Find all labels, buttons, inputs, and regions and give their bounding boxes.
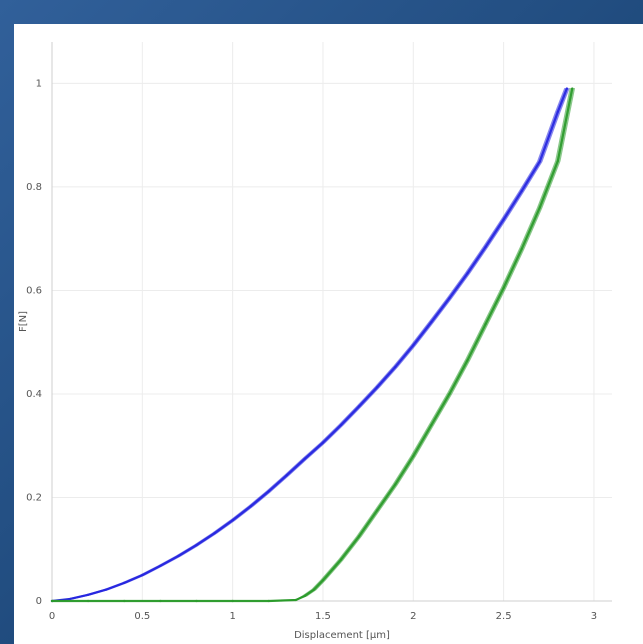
series-0-point <box>375 386 379 389</box>
series-0-point <box>267 490 270 493</box>
series-1-point <box>412 454 415 458</box>
y-tick-label: 0 <box>36 596 42 607</box>
series-0-point <box>249 505 252 508</box>
y-tick-label: 1 <box>36 78 42 89</box>
series-0-point <box>141 573 144 577</box>
series-0-point <box>339 423 343 427</box>
series-0-point <box>213 531 216 535</box>
x-tick-label: 1 <box>229 611 235 622</box>
series-1-point <box>294 598 298 602</box>
y-tick-label: 0.6 <box>26 285 42 296</box>
series-1-point <box>430 423 433 427</box>
series-0-point <box>104 588 108 591</box>
series-1-point <box>466 359 469 362</box>
series-0-point <box>484 245 487 249</box>
series-0-point <box>430 320 433 324</box>
series-0-point <box>502 218 505 221</box>
series-1-point <box>195 599 198 603</box>
series-0-point <box>556 110 560 114</box>
series-0-point <box>68 597 72 601</box>
x-tick-label: 3 <box>591 611 597 622</box>
data-series <box>50 87 575 603</box>
series-1-point <box>159 599 162 603</box>
series-0-point <box>538 160 541 163</box>
y-tick-label: 0.4 <box>26 389 42 400</box>
series-1-trace <box>50 87 574 603</box>
series-0-trace <box>51 88 569 602</box>
series-0-point <box>285 474 289 477</box>
series-1-point <box>339 558 343 561</box>
grid-lines <box>51 42 612 602</box>
series-1-trace <box>51 88 574 602</box>
series-1-point <box>484 322 487 326</box>
series-0-point <box>520 189 523 193</box>
series-1-point <box>502 286 505 290</box>
series-1-trace <box>51 88 571 602</box>
x-tick-label: 2 <box>410 611 416 622</box>
series-0-point <box>123 581 126 585</box>
series-0-point <box>231 519 234 522</box>
axes <box>51 42 612 602</box>
series-0 <box>50 87 570 603</box>
series-0-point <box>394 365 397 369</box>
y-tick-label: 0.8 <box>26 182 42 193</box>
series-1-point <box>394 483 397 486</box>
series-1-point <box>123 599 126 603</box>
series-1-point <box>50 599 54 603</box>
series-1-point <box>86 599 90 603</box>
series-1-point <box>520 247 523 251</box>
x-tick-label: 0 <box>49 611 55 622</box>
series-0-point <box>412 344 415 347</box>
plot-area <box>14 24 643 644</box>
series-1-trace <box>51 88 572 602</box>
series-0-point <box>466 272 469 275</box>
y-tick-label: 0.2 <box>26 492 42 503</box>
series-0-trace <box>51 88 567 602</box>
series-0-point <box>321 441 325 444</box>
series-0-point <box>195 543 198 547</box>
series-0-point <box>86 593 90 596</box>
series-0-trace <box>51 88 566 602</box>
series-1-point <box>538 206 541 209</box>
series-1-trace <box>51 88 575 602</box>
series-0-point <box>303 457 307 460</box>
series-1-point <box>321 579 325 582</box>
series-1-point <box>303 594 307 598</box>
series-1-point <box>556 159 560 163</box>
series-1-point <box>571 87 574 90</box>
series-1 <box>50 87 575 603</box>
series-0-trace <box>50 87 568 603</box>
series-1-point <box>448 392 451 396</box>
x-tick-label: 2.5 <box>496 611 512 622</box>
x-tick-label: 1.5 <box>315 611 331 622</box>
x-tick-label: 0.5 <box>134 611 150 622</box>
series-1-point <box>231 599 234 603</box>
y-axis-title: F[N] <box>18 311 29 332</box>
series-0-point <box>159 564 162 568</box>
series-1-point <box>357 535 361 538</box>
series-1-point <box>312 588 316 591</box>
x-axis-title: Displacement [µm] <box>294 630 390 641</box>
series-0-point <box>357 405 361 408</box>
series-1-point <box>375 509 379 512</box>
series-0-trace <box>51 88 570 602</box>
series-0-point <box>177 554 180 558</box>
series-0-point <box>565 87 569 90</box>
tick-labels: 0 0.5 1 1.5 2 2.5 3 0 0.2 0.4 0.6 0.8 1 <box>26 78 597 622</box>
series-0-point <box>448 297 451 300</box>
series-1-point <box>267 599 270 603</box>
